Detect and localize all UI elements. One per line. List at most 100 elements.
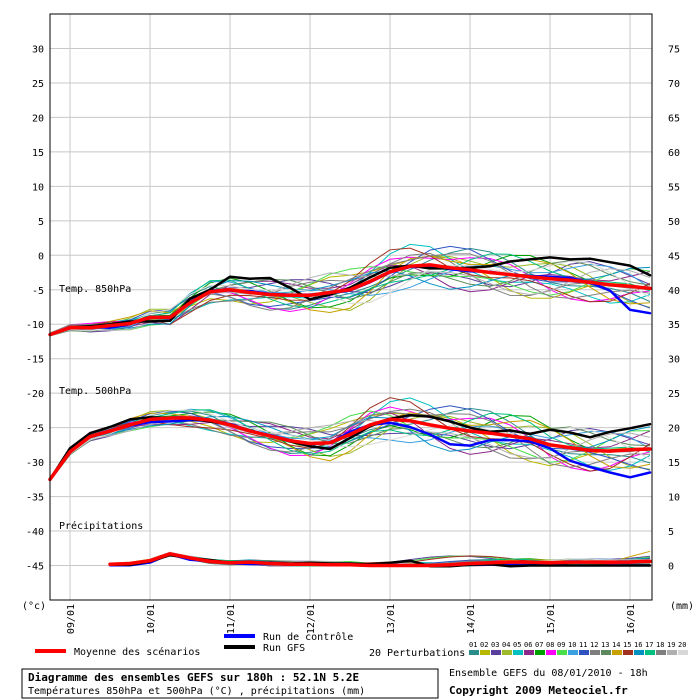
y-right-tick-label: 45 [668, 251, 680, 262]
plot-frame [49, 13, 653, 601]
member-line-500 [49, 418, 651, 479]
y-right-tick-label: 30 [668, 355, 680, 366]
legend-perturbations-label: 20 Perturbations [369, 648, 465, 659]
member-line-850 [49, 266, 651, 335]
perturbation-id: 04 [502, 641, 510, 649]
y-right-tick-label: 75 [668, 44, 680, 55]
perturbation-swatch [524, 650, 534, 655]
y-left-tick-label: -20 [26, 389, 44, 400]
perturbation-id: 06 [524, 641, 532, 649]
label-temp-500: Temp. 500hPa [59, 386, 131, 397]
perturbation-id: 14 [612, 641, 620, 649]
footer-box [21, 668, 439, 699]
x-date-tick-label: 12/01 [306, 604, 317, 634]
x-date-tick-label: 14/01 [466, 604, 477, 634]
y-left-tick-label: -45 [26, 562, 44, 573]
perturbation-swatch [535, 650, 545, 655]
perturbation-swatches: 01 02 03 04 05 06 07 08 09 10 11 12 13 14 15 16 17 18 19 20 [469, 641, 688, 655]
y-left-tick-label: -40 [26, 527, 44, 538]
legend-gfs-label: Run GFS [263, 643, 305, 654]
perturbation-id: 07 [535, 641, 543, 649]
perturbation-swatch [645, 650, 655, 655]
y-right-tick-label: 40 [668, 286, 680, 297]
y-left-tick-label: -30 [26, 458, 44, 469]
y-left-tick-label: 30 [32, 44, 44, 55]
member-line-850 [49, 247, 651, 335]
perturbation-swatch [568, 650, 578, 655]
perturbation-id: 12 [590, 641, 598, 649]
y-axis-left-ticks: 30 25 20 15 10 5 0 -5 -10 -15 -20 -25 -30 -35 -40 -45 [26, 44, 44, 572]
y-right-tick-label: 70 [668, 79, 680, 90]
perturbation-id: 11 [579, 641, 587, 649]
y-right-tick-label: 20 [668, 424, 680, 435]
perturbation-swatch [513, 650, 523, 655]
y-left-tick-label: -25 [26, 424, 44, 435]
perturbation-id: 13 [601, 641, 609, 649]
perturbation-id: 16 [634, 641, 642, 649]
perturbation-swatch [678, 650, 688, 655]
perturbation-id: 15 [623, 641, 631, 649]
main-series [48, 256, 652, 568]
series-line-ctl500 [48, 418, 652, 481]
series-line-gfs500 [48, 413, 652, 481]
y-left-tick-label: 0 [38, 251, 44, 262]
y-left-tick-label: -10 [26, 320, 44, 331]
y-right-tick-label: 50 [668, 217, 680, 228]
perturbation-id: 17 [645, 641, 653, 649]
y-right-tick-label: 35 [668, 320, 680, 331]
perturbation-swatch [656, 650, 666, 655]
member-line-850 [49, 260, 651, 336]
perturbation-id: 09 [557, 641, 565, 649]
perturbation-swatch [601, 650, 611, 655]
x-date-tick-label: 15/01 [546, 604, 557, 634]
footer-subtitle: Températures 850hPa et 500hPa (°C) , pré… [28, 685, 365, 697]
y-right-tick-label: 0 [668, 562, 674, 573]
perturbation-swatch [546, 650, 556, 655]
y-right-tick-label: 15 [668, 458, 680, 469]
y-left-tick-label: 10 [32, 182, 44, 193]
label-precipitations: Précipitations [59, 520, 143, 532]
perturbation-swatch [469, 650, 479, 655]
x-date-tick-label: 11/01 [226, 604, 237, 634]
series-line-gfs850 [48, 256, 652, 336]
y-right-unit: (mm) [670, 601, 694, 612]
y-right-tick-label: 55 [668, 182, 680, 193]
y-left-tick-label: 25 [32, 79, 44, 90]
member-line-500 [49, 410, 651, 479]
perturbation-swatch [634, 650, 644, 655]
x-date-tick-label: 13/01 [386, 604, 397, 634]
y-left-tick-label: 20 [32, 113, 44, 124]
footer-title: Diagramme des ensembles GEFS sur 180h : … [28, 671, 359, 684]
perturbation-id: 03 [491, 641, 499, 649]
y-right-tick-label: 65 [668, 113, 680, 124]
perturbation-swatch [480, 650, 490, 655]
y-left-tick-label: 5 [38, 217, 44, 228]
legend-mean-label: Moyenne des scénarios [74, 646, 200, 658]
perturbation-id: 20 [678, 641, 686, 649]
x-date-tick-label: 09/01 [66, 604, 77, 634]
label-temp-850: Temp. 850hPa [59, 284, 131, 295]
y-right-tick-label: 5 [668, 527, 674, 538]
perturbation-swatch [502, 650, 512, 655]
footer-copyright: Copyright 2009 Meteociel.fr [449, 684, 628, 697]
perturbation-swatch [623, 650, 633, 655]
perturbation-swatch [590, 650, 600, 655]
member-line-500 [49, 409, 651, 481]
footer-run-info: Ensemble GEFS du 08/01/2010 - 18h [449, 668, 648, 679]
x-axis-date-labels: 09/01 10/01 11/01 12/01 13/01 14/01 15/01 16/01 [66, 604, 637, 634]
member-line-850 [49, 255, 651, 336]
y-left-tick-label: -15 [26, 355, 44, 366]
legend-control-label: Run de contrôle [263, 631, 353, 643]
perturbation-id: 05 [513, 641, 521, 649]
perturbation-swatch [579, 650, 589, 655]
perturbation-swatch [612, 650, 622, 655]
y-left-tick-label: -5 [32, 286, 44, 297]
perturbation-id: 18 [656, 641, 664, 649]
perturbation-swatch [491, 650, 501, 655]
y-left-unit: (°c) [22, 601, 46, 612]
perturbation-id: 01 [469, 641, 477, 649]
x-date-tick-label: 10/01 [146, 604, 157, 634]
perturbation-id: 02 [480, 641, 488, 649]
perturbation-swatch [667, 650, 677, 655]
